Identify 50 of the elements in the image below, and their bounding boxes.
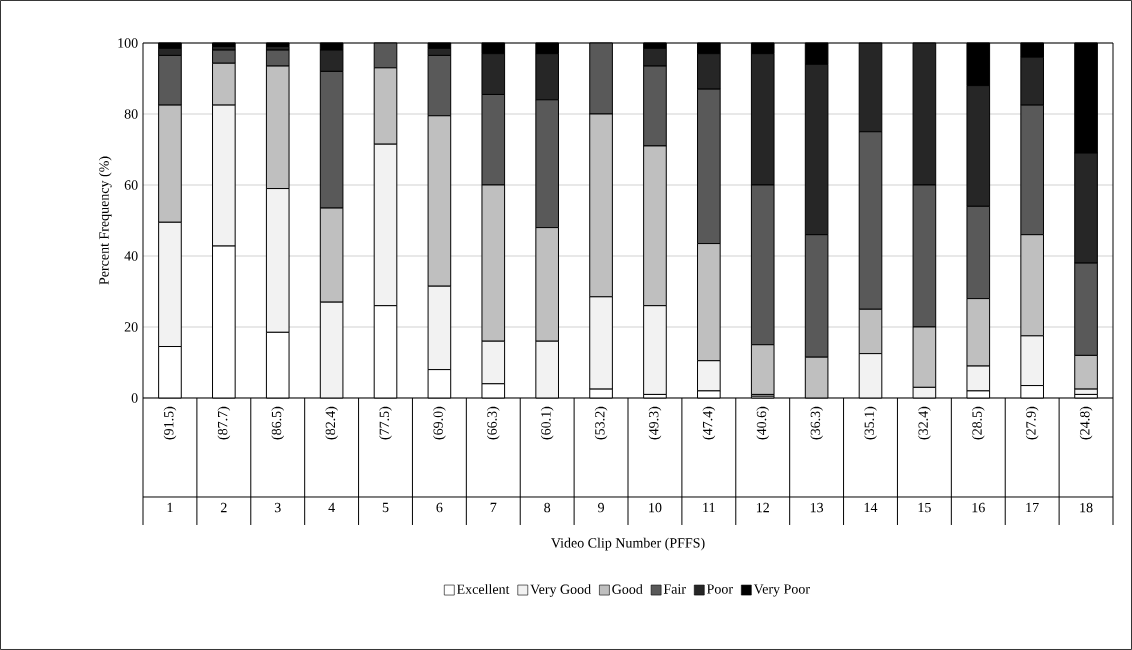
x-tick-label: 18	[1080, 502, 1093, 513]
text: (40.6)	[756, 406, 770, 440]
text: (82.4)	[325, 406, 338, 440]
x-tick-label: 3	[274, 502, 281, 513]
x-tick-label: 4	[328, 502, 335, 513]
legend-label: Good	[612, 584, 643, 594]
text: (53.2)	[594, 406, 608, 440]
text: (77.5)	[379, 406, 392, 440]
y-tick-label: 0	[131, 393, 138, 403]
text: (87.7)	[217, 406, 231, 440]
y-tick-label: 60	[124, 180, 138, 190]
text: (60.1)	[540, 406, 554, 440]
x-tick-label: 10	[649, 502, 662, 513]
text: (24.8)	[1079, 406, 1093, 440]
legend-label: Excellent	[457, 584, 510, 594]
text: (32.4)	[918, 406, 931, 440]
y-tick-label: 80	[124, 109, 138, 119]
text: (91.5)	[163, 406, 177, 440]
text: (27.9)	[1025, 406, 1039, 440]
x-tick-label: 5	[382, 502, 389, 513]
x-axis-title: Video Clip Number (PFFS)	[551, 537, 705, 551]
y-tick-label: 40	[124, 251, 138, 261]
x-tick-label: 12	[756, 502, 769, 513]
x-tick-label: 13	[810, 502, 824, 513]
text: (47.4)	[702, 406, 716, 440]
text: (69.0)	[433, 406, 446, 440]
x-tick-label: 9	[598, 502, 604, 513]
x-tick-label: 16	[972, 502, 985, 513]
x-tick-label: 7	[490, 502, 497, 513]
y-axis-title: Percent Frequency (%)	[98, 156, 112, 285]
x-tick-label: 6	[436, 502, 443, 513]
x-tick-label: 11	[703, 502, 715, 513]
x-tick-label: 14	[864, 502, 878, 513]
text: (86.5)	[271, 406, 285, 440]
text: (66.3)	[486, 406, 500, 440]
text: (49.3)	[648, 406, 662, 440]
legend-label: Very Good	[530, 584, 591, 597]
text: (28.5)	[971, 406, 985, 440]
x-tick-label: 15	[918, 502, 931, 513]
y-tick-label: 100	[118, 38, 138, 48]
x-tick-label: 17	[1026, 502, 1039, 513]
x-tick-label: 8	[544, 502, 551, 513]
text: (36.3)	[810, 406, 823, 440]
legend-label: Poor	[706, 584, 733, 594]
y-tick-label: 20	[124, 322, 138, 332]
text: (35.1)	[864, 406, 877, 440]
x-tick-label: 2	[220, 502, 227, 513]
x-tick-label: 1	[167, 502, 173, 513]
legend-label: Fair	[663, 584, 686, 594]
legend-label: Very Poor	[753, 584, 810, 597]
